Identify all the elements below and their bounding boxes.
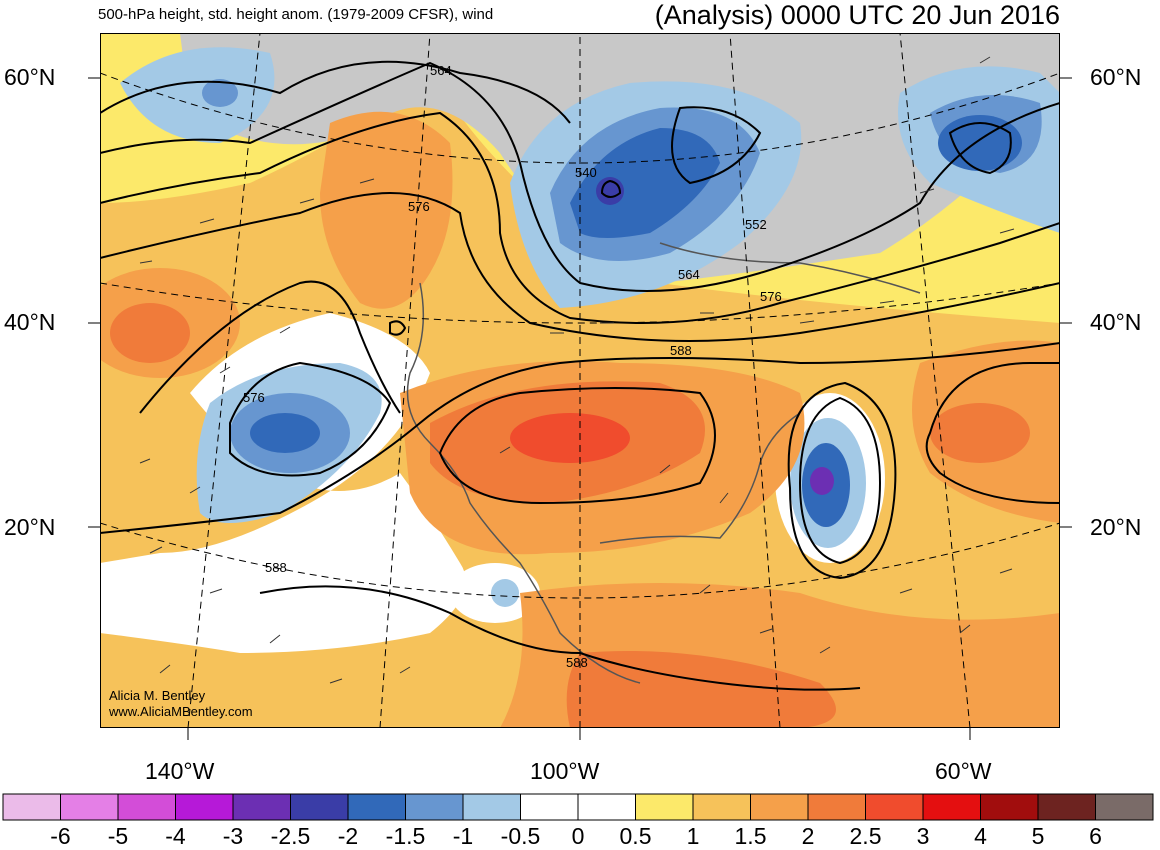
colorbar-swatch — [290, 793, 349, 821]
colorbar-swatch — [922, 793, 981, 821]
colorbar-swatch — [60, 793, 119, 821]
colorbar-swatch — [1037, 793, 1096, 821]
colorbar-label: 2 — [801, 823, 815, 849]
lon-label-60w: 60°W — [935, 758, 992, 784]
colorbar-label: -1 — [452, 823, 474, 849]
contour-label: 588 — [566, 655, 588, 670]
contour-label: 564 — [430, 63, 452, 78]
colorbar-label: 2.5 — [849, 823, 882, 849]
anomaly-pos-atlantic-core — [930, 403, 1030, 463]
anomaly-pos-pacific-core — [110, 303, 190, 363]
anomaly-negative-alaska — [120, 47, 275, 143]
coastline-west — [406, 282, 641, 684]
credit-name: Alicia M. Bentley — [109, 688, 206, 703]
colorbar-swatch — [692, 793, 751, 821]
colorbar-label: 6 — [1089, 823, 1102, 849]
colorbar-swatch — [405, 793, 464, 821]
lat-label-40n-right: 40°N — [1090, 309, 1142, 335]
colorbar-label: 1 — [686, 823, 700, 849]
colorbar-label: -1.5 — [385, 823, 426, 849]
credit-url: www.AliciaMBentley.com — [109, 704, 253, 719]
colorbar-label: 5 — [1031, 823, 1045, 849]
anomaly-neg-alaska-core — [202, 79, 238, 107]
map-frame — [100, 33, 1060, 728]
colorbar-label: -3 — [222, 823, 244, 849]
colorbar-swatch — [577, 793, 636, 821]
contour-label: 588 — [265, 560, 287, 575]
contour-label: 540 — [575, 165, 597, 180]
contour-label: 576 — [243, 390, 265, 405]
lat-label-60n-right: 60°N — [1090, 64, 1142, 90]
contour-label: 576 — [408, 199, 430, 214]
height-contours — [100, 60, 1060, 691]
weather-map: 564 540 576 552 564 576 588 576 588 588 — [100, 33, 1060, 728]
colorbar-swatch — [807, 793, 866, 821]
colorbar-swatch — [232, 793, 291, 821]
graticule — [100, 33, 1060, 728]
colorbar-swatch — [117, 793, 176, 821]
colorbar-label: 4 — [974, 823, 987, 849]
anomaly-pos-conus-core — [510, 413, 630, 463]
lat-label-20n-left: 20°N — [4, 514, 56, 540]
contour-label: 576 — [760, 289, 782, 304]
colorbar — [2, 793, 1154, 821]
colorbar-swatch — [980, 793, 1039, 821]
colorbar-swatch — [347, 793, 406, 821]
anomaly-neg-core — [570, 128, 720, 238]
colorbar-swatch — [750, 793, 809, 821]
anomaly-pos-caribbean-core — [566, 651, 836, 728]
lon-label-140w: 140°W — [145, 758, 215, 784]
colorbar-swatch — [2, 793, 61, 821]
anomaly-neg-gulf — [491, 579, 519, 607]
contour-label: 564 — [678, 267, 700, 282]
colorbar-swatch — [520, 793, 579, 821]
colorbar-label: 0 — [571, 823, 585, 849]
wind-barbs — [139, 56, 1015, 684]
colorbar-label: -2.5 — [270, 823, 311, 849]
colorbar-label: 3 — [916, 823, 930, 849]
colorbar-label: -6 — [50, 823, 71, 849]
colorbar-swatch — [175, 793, 234, 821]
map-title: (Analysis) 0000 UTC 20 Jun 2016 — [654, 0, 1060, 30]
anomaly-neg-cutoff-core — [810, 467, 834, 495]
coastline-north — [659, 242, 921, 294]
map-subtitle: 500-hPa height, std. height anom. (1979-… — [98, 6, 494, 23]
contour-label: 588 — [670, 343, 692, 358]
lat-label-20n-right: 20°N — [1090, 514, 1142, 540]
anomaly-pos-westcoast — [320, 111, 453, 309]
axis-ticks — [88, 77, 1072, 740]
colorbar-swatch — [635, 793, 694, 821]
coastline-gulf — [599, 412, 801, 544]
lon-label-100w: 100°W — [530, 758, 600, 784]
colorbar-label: -2 — [337, 823, 359, 849]
colorbar-swatch — [1095, 793, 1154, 821]
colorbar-label: -5 — [107, 823, 129, 849]
lat-label-40n-left: 40°N — [4, 309, 56, 335]
contour-label: 552 — [745, 217, 767, 232]
colorbar-label: 1.5 — [734, 823, 767, 849]
colorbar-swatch — [462, 793, 521, 821]
colorbar-label: -0.5 — [500, 823, 541, 849]
colorbar-swatch — [865, 793, 924, 821]
lat-label-60n-left: 60°N — [4, 64, 56, 90]
anomaly-neg-pac-core — [250, 413, 320, 453]
colorbar-label: -4 — [165, 823, 186, 849]
colorbar-label: 0.5 — [619, 823, 652, 849]
